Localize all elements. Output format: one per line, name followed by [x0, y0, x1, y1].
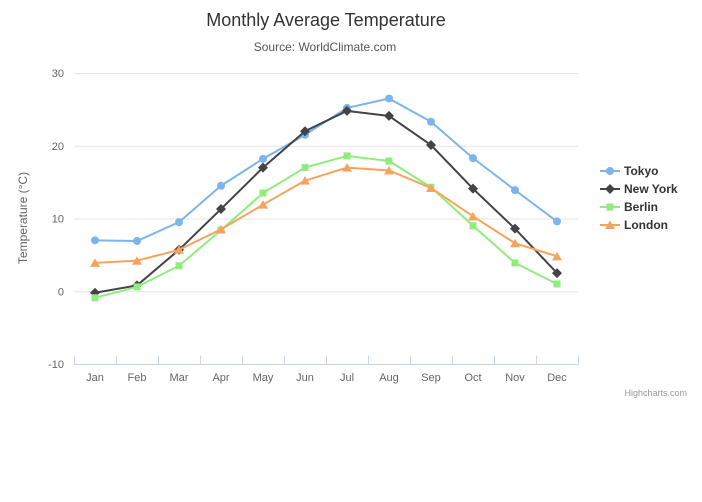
data-point-berlin[interactable] — [259, 189, 267, 197]
legend-item-tokyo[interactable]: Tokyo — [600, 162, 678, 180]
legend-label: Berlin — [624, 200, 659, 214]
data-point-new-york[interactable] — [468, 183, 478, 194]
data-point-london[interactable] — [342, 163, 352, 172]
x-axis-label: Aug — [379, 372, 399, 384]
series-line-london — [94, 166, 558, 264]
data-point-london[interactable] — [132, 256, 142, 265]
legend: Tokyo New York Berlin London — [600, 162, 678, 234]
data-point-london[interactable] — [300, 176, 310, 185]
data-point-tokyo[interactable] — [511, 186, 519, 195]
x-axis-label: Sep — [421, 372, 441, 384]
data-point-tokyo[interactable] — [133, 237, 141, 246]
data-point-london[interactable] — [90, 258, 100, 267]
data-point-tokyo[interactable] — [175, 218, 183, 227]
data-point-new-york[interactable] — [258, 162, 268, 173]
data-point-berlin[interactable] — [343, 152, 351, 160]
legend-item-london[interactable]: London — [600, 216, 678, 234]
data-point-berlin[interactable] — [175, 262, 183, 270]
data-point-new-york[interactable] — [300, 126, 310, 137]
x-axis-label: Jan — [86, 372, 104, 384]
chart-plot-area: 30 20 10 0 -10 Jan Feb Mar Apr May Jun Jul Aug Sep Oct… — [48, 68, 579, 384]
legend-label: Tokyo — [624, 164, 659, 178]
data-point-new-york[interactable] — [384, 110, 394, 121]
x-axis-label: Mar — [170, 372, 189, 384]
data-point-london[interactable] — [468, 211, 478, 221]
data-point-tokyo[interactable] — [385, 94, 393, 103]
data-point-london[interactable] — [258, 200, 268, 209]
data-point-new-york[interactable] — [216, 204, 226, 215]
data-point-london[interactable] — [426, 183, 436, 192]
chart-title: Monthly Average Temperature — [206, 10, 446, 30]
data-point-new-york[interactable] — [426, 140, 436, 151]
x-axis-label: Jul — [340, 372, 354, 384]
legend-marker-diamond-icon — [600, 184, 620, 194]
data-point-berlin[interactable] — [469, 222, 477, 230]
data-point-tokyo[interactable] — [91, 236, 99, 245]
data-point-tokyo[interactable] — [469, 154, 477, 163]
data-point-london[interactable] — [174, 245, 184, 254]
legend-marker-shape — [606, 203, 614, 211]
legend-marker-shape — [605, 184, 615, 194]
data-point-berlin[interactable] — [91, 294, 99, 302]
data-point-tokyo[interactable] — [553, 217, 561, 226]
legend-marker-square-icon — [600, 203, 620, 211]
y-axis-label: 0 — [58, 286, 64, 298]
data-point-berlin[interactable] — [301, 164, 309, 172]
legend-marker-shape — [605, 220, 615, 229]
data-point-london[interactable] — [552, 251, 562, 261]
x-axis-label: Dec — [547, 372, 567, 384]
data-point-london[interactable] — [216, 224, 226, 234]
data-point-london[interactable] — [510, 238, 520, 248]
x-axis-label: Jun — [296, 372, 314, 384]
x-axis-label: Oct — [464, 372, 481, 384]
data-point-new-york[interactable] — [510, 223, 520, 234]
legend-marker-circle-icon — [600, 167, 620, 175]
highcharts-credit-link[interactable]: Highcharts.com — [624, 388, 687, 398]
x-axis-label: Nov — [505, 372, 525, 384]
y-axis-label: 20 — [52, 141, 64, 153]
data-point-new-york[interactable] — [552, 268, 562, 279]
legend-label: London — [624, 218, 668, 232]
series-line-berlin — [94, 154, 558, 299]
legend-label: New York — [624, 182, 678, 196]
data-point-berlin[interactable] — [385, 157, 393, 165]
y-axis-label: -10 — [48, 359, 64, 371]
data-point-tokyo[interactable] — [217, 181, 225, 190]
series-line-tokyo — [94, 97, 558, 243]
x-axis-label: Feb — [128, 372, 147, 384]
data-point-tokyo[interactable] — [427, 117, 435, 126]
legend-marker-shape — [606, 167, 614, 175]
legend-item-new-york[interactable]: New York — [600, 180, 678, 198]
chart-subtitle: Source: WorldClimate.com — [253, 40, 397, 54]
data-point-berlin[interactable] — [553, 280, 561, 288]
x-axis-label: Apr — [212, 372, 229, 384]
data-point-berlin[interactable] — [511, 259, 519, 267]
y-axis-label: 10 — [52, 214, 64, 226]
series-line-new-york — [94, 109, 558, 294]
y-axis-label: 30 — [52, 68, 64, 80]
data-point-tokyo[interactable] — [259, 154, 267, 163]
x-axis-label: May — [253, 372, 274, 384]
legend-marker-triangle-icon — [600, 220, 620, 229]
data-point-london[interactable] — [384, 165, 394, 175]
data-point-new-york[interactable] — [342, 105, 352, 116]
legend-item-berlin[interactable]: Berlin — [600, 198, 678, 216]
data-point-berlin[interactable] — [133, 283, 141, 291]
